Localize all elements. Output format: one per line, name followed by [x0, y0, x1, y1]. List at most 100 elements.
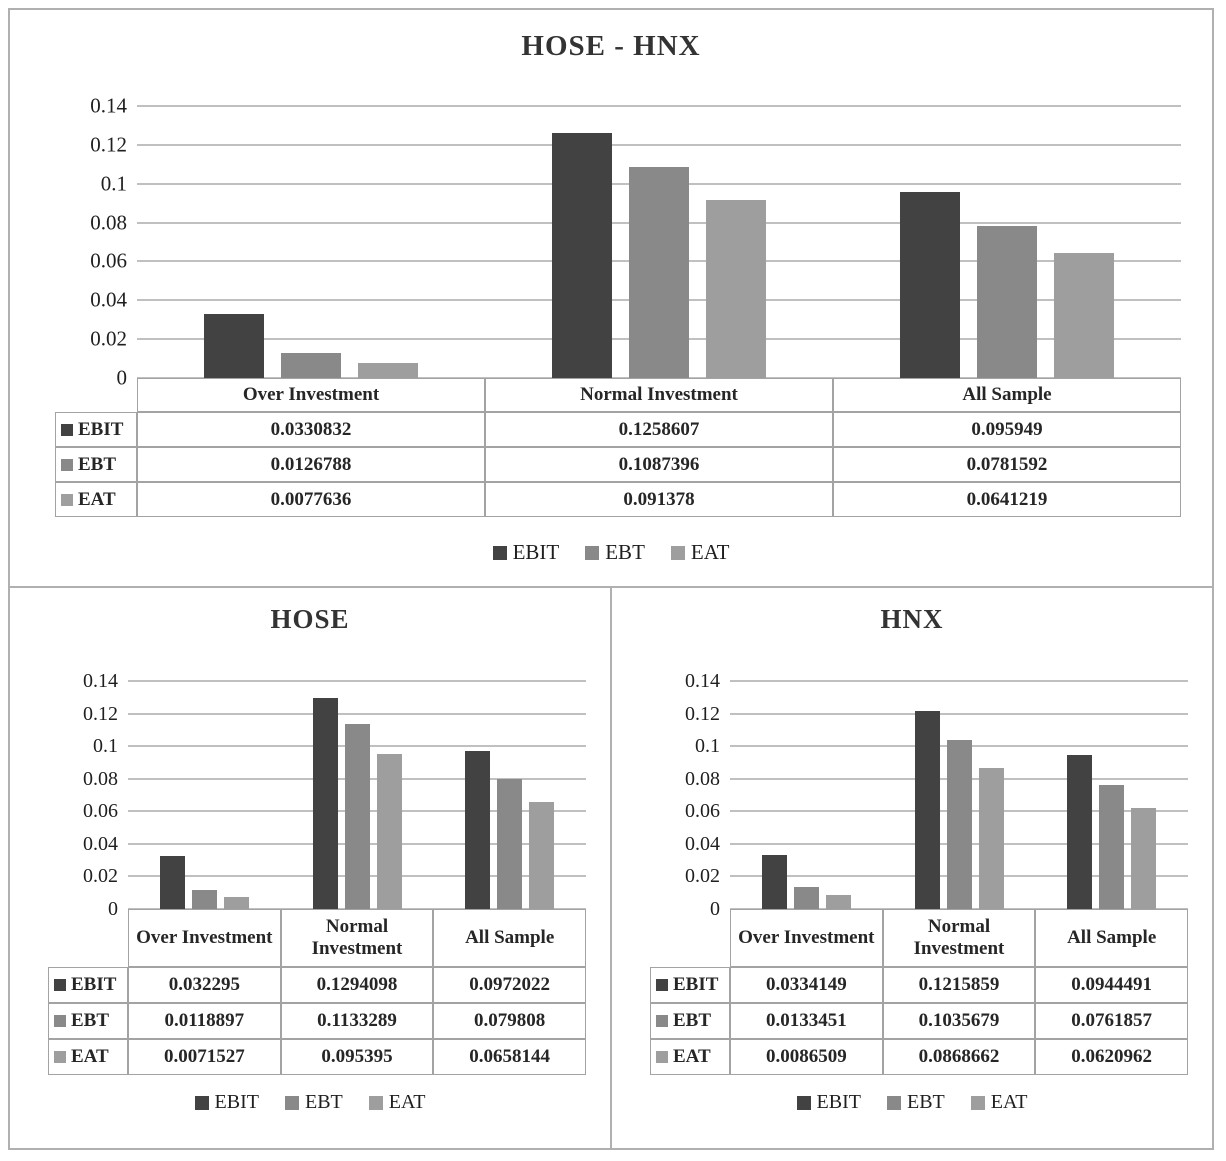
y-tick-label: 0.04 — [685, 832, 720, 855]
legend-label: EAT — [388, 1091, 426, 1113]
table-row-label: EBIT — [55, 412, 137, 447]
y-tick-label: 0.06 — [83, 800, 118, 823]
table-value-cell: 0.0071527 — [128, 1039, 281, 1075]
y-tick-label: 0.06 — [685, 800, 720, 823]
legend-item-eat: EAT — [368, 1091, 426, 1114]
chart-panel-hose: HOSE 0.14 0.12 0.1 0.08 0.06 0.04 0.02 0 Over I… — [10, 588, 612, 1148]
bar-ebit — [900, 191, 960, 378]
bar-ebit — [914, 711, 940, 909]
table-row-label-text: EAT — [71, 1046, 109, 1068]
table-header-cell: Over Investment — [137, 378, 485, 412]
series-key-icon — [656, 1051, 668, 1063]
legend-item-ebt: EBT — [886, 1091, 945, 1114]
bar-group-2 — [883, 681, 1036, 909]
y-tick-label: 0.02 — [83, 865, 118, 888]
table-row-label: EBIT — [48, 967, 128, 1003]
y-tick-label: 0.14 — [90, 93, 127, 118]
table-corner-blank — [48, 909, 128, 967]
bar-eat — [529, 801, 555, 909]
table-value-cell: 0.0620962 — [1035, 1039, 1188, 1075]
series-key-icon — [656, 1015, 668, 1027]
table-value-cell: 0.0077636 — [137, 482, 485, 517]
table-header-cell: Normal Investment — [485, 378, 833, 412]
bar-ebt — [793, 887, 819, 909]
table-value-cell: 0.1133289 — [280, 1003, 434, 1039]
series-key-icon — [656, 979, 668, 991]
table-row-label-text: EBT — [78, 453, 117, 475]
bar-eat — [706, 200, 766, 378]
legend-label: EBT — [906, 1091, 945, 1113]
bar-group-1 — [730, 681, 883, 909]
chart-panel-hnx: HNX 0.14 0.12 0.1 0.08 0.06 0.04 0.02 0 Over In… — [612, 588, 1212, 1148]
gridline — [128, 680, 586, 682]
legend-swatch-icon — [194, 1095, 209, 1110]
y-tick-label: 0.04 — [90, 287, 127, 312]
series-key-icon — [61, 493, 73, 506]
bar-eat — [376, 753, 402, 909]
figure-frame: HOSE - HNX 0.14 0.12 0.1 0.08 0.06 0.04 0.02 0 … — [8, 8, 1214, 1150]
y-axis: 0.14 0.12 0.1 0.08 0.06 0.04 0.02 0 — [14, 671, 118, 919]
y-tick-label: 0.08 — [90, 210, 127, 235]
gridline — [128, 712, 586, 715]
legend-swatch-icon — [492, 545, 507, 560]
bar-ebt — [946, 740, 972, 909]
gridline — [137, 143, 1181, 146]
table-row-label-text: EAT — [78, 488, 116, 510]
legend: EBIT EBT EAT — [612, 1091, 1212, 1114]
chart-title: HNX — [880, 604, 944, 634]
table-row-label: EBIT — [650, 967, 730, 1003]
table-row-label: EAT — [48, 1039, 128, 1075]
table-value-cell: 0.1035679 — [882, 1003, 1036, 1039]
table-row-label: EAT — [55, 482, 137, 517]
table-corner-blank — [55, 378, 137, 412]
table-value-cell: 0.0658144 — [433, 1039, 586, 1075]
y-tick-label: 0.1 — [695, 735, 720, 758]
table-value-cell: 0.1215859 — [882, 967, 1036, 1003]
table-row-label-text: EBT — [673, 1010, 712, 1032]
table-row-label-text: EAT — [673, 1046, 711, 1068]
table-row-label: EBT — [48, 1003, 128, 1039]
table-value-cell: 0.1258607 — [485, 412, 833, 447]
plot-area — [137, 105, 1181, 379]
table-value-cell: 0.0761857 — [1035, 1003, 1188, 1039]
series-key-icon — [54, 1051, 66, 1063]
bottom-panel-row: HOSE 0.14 0.12 0.1 0.08 0.06 0.04 0.02 0 Over I… — [10, 588, 1212, 1148]
gridline — [730, 712, 1188, 715]
bar-ebit — [312, 698, 338, 909]
table-header-cell: All Sample — [1035, 909, 1188, 967]
table-row-label-text: EBIT — [78, 418, 124, 440]
bar-ebt — [977, 226, 1037, 378]
legend-item-eat: EAT — [670, 540, 729, 565]
legend-item-ebit: EBIT — [194, 1091, 259, 1114]
legend-swatch-icon — [886, 1095, 901, 1110]
bar-group-1 — [128, 681, 281, 909]
legend-item-ebt: EBT — [585, 540, 645, 565]
table-header-cell: Over Investment — [730, 909, 883, 967]
bar-group-2 — [281, 681, 434, 909]
legend-label: EBIT — [214, 1091, 259, 1113]
table-value-cell: 0.1294098 — [280, 967, 434, 1003]
table-value-cell: 0.0781592 — [833, 447, 1181, 482]
plot-area — [128, 680, 586, 910]
bar-ebt — [191, 889, 217, 909]
gridline — [137, 105, 1181, 107]
table-value-cell: 0.0086509 — [730, 1039, 883, 1075]
y-tick-label: 0.1 — [100, 171, 127, 196]
table-value-cell: 0.1087396 — [485, 447, 833, 482]
bar-ebt — [344, 724, 370, 909]
y-axis: 0.14 0.12 0.1 0.08 0.06 0.04 0.02 0 — [16, 95, 127, 388]
legend-label: EAT — [990, 1091, 1028, 1113]
table-value-cell: 0.0641219 — [833, 482, 1181, 517]
table-value-cell: 0.0118897 — [128, 1003, 281, 1039]
table-value-cell: 0.0334149 — [730, 967, 883, 1003]
legend-item-ebit: EBIT — [796, 1091, 861, 1114]
y-tick-label: 0.12 — [685, 702, 720, 725]
bar-ebit — [465, 750, 491, 909]
y-tick-label: 0.08 — [83, 767, 118, 790]
legend-item-ebit: EBIT — [492, 540, 559, 565]
bar-group-3 — [433, 681, 586, 909]
bar-ebit — [159, 856, 185, 909]
y-tick-label: 0.1 — [93, 735, 118, 758]
y-axis: 0.14 0.12 0.1 0.08 0.06 0.04 0.02 0 — [616, 671, 720, 919]
table-header-cell: Normal Investment — [882, 909, 1036, 967]
